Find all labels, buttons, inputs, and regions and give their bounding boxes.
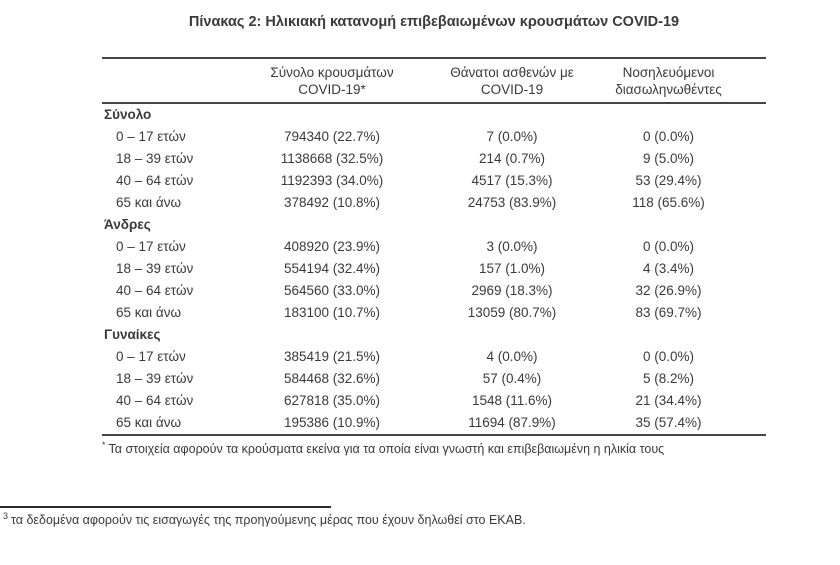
cases-cell: 1138668 (32.5%)	[280, 151, 384, 166]
header-total-cases: Σύνολο κρουσμάτων COVID-19*	[247, 57, 417, 104]
section-header-row: Σύνολο	[102, 103, 766, 126]
intubated-cell: 83 (69.7%)	[635, 305, 702, 320]
page-footnote-text: τα δεδομένα αφορούν τις εισαγωγές της πρ…	[11, 513, 526, 528]
intubated-cell: 0 (0.0%)	[642, 349, 695, 364]
table-footnote-text: Τα στοιχεία αφορούν τα κρούσματα εκείνα …	[108, 442, 665, 457]
intubated-cell: 5 (8.2%)	[642, 371, 695, 386]
intubated-cell: 0 (0.0%)	[642, 129, 695, 144]
intubated-cell: 0 (0.0%)	[642, 239, 695, 254]
table-row: 40 – 64 ετών 627818 (35.0%) 1548 (11.6%) 21…	[102, 390, 766, 412]
section-name: Σύνολο	[104, 107, 152, 122]
footnote-asterisk-marker: *	[102, 440, 106, 450]
age-cell: 65 και άνω	[102, 412, 247, 436]
deaths-cell: 157 (1.0%)	[478, 261, 546, 276]
age-cell: 0 – 17 ετών	[116, 239, 186, 254]
age-cell: 40 – 64 ετών	[116, 173, 194, 188]
age-cell: 18 – 39 ετών	[116, 371, 194, 386]
deaths-cell: 3 (0.0%)	[486, 239, 538, 254]
deaths-cell: 4517 (15.3%)	[471, 173, 553, 188]
section-header-row: Γυναίκες	[102, 324, 766, 346]
cases-cell: 385419 (21.5%)	[283, 349, 381, 364]
age-cell: 0 – 17 ετών	[116, 349, 186, 364]
section-name: Γυναίκες	[104, 327, 161, 342]
table-row: 0 – 17 ετών 385419 (21.5%) 4 (0.0%) 0 (0.0%…	[102, 346, 766, 368]
intubated-cell: 21 (34.4%)	[635, 393, 702, 408]
table-row: 40 – 64 ετών 1192393 (34.0%) 4517 (15.3%) 5…	[102, 170, 766, 192]
cases-cell: 195386 (10.9%)	[247, 412, 417, 436]
deaths-cell: 214 (0.7%)	[478, 151, 546, 166]
section-name: Άνδρες	[104, 217, 151, 232]
table-title: Πίνακας 2: Ηλικιακή κατανομή επιβεβαιωμέ…	[188, 14, 680, 30]
page-footnote: 3 τα δεδομένα αφορούν τις εισαγωγές της π…	[3, 511, 703, 527]
deaths-cell: 13059 (80.7%)	[467, 305, 557, 320]
age-cell: 40 – 64 ετών	[116, 283, 194, 298]
header-deaths: Θάνατοι ασθενών με COVID-19	[417, 57, 607, 104]
age-cell: 65 και άνω	[116, 195, 182, 210]
table-row: 18 – 39 ετών 584468 (32.6%) 57 (0.4%) 5 (8.…	[102, 368, 766, 390]
table-row: 65 και άνω 378492 (10.8%) 24753 (83.9%) 118…	[102, 192, 766, 214]
cases-cell: 1192393 (34.0%)	[280, 173, 384, 188]
table-header: Σύνολο κρουσμάτων COVID-19* Θάνατοι ασθε…	[102, 57, 766, 104]
intubated-cell: 118 (65.6%)	[632, 195, 705, 210]
deaths-cell: 11694 (87.9%)	[417, 412, 607, 436]
age-cell: 0 – 17 ετών	[116, 129, 186, 144]
table-row: 40 – 64 ετών 564560 (33.0%) 2969 (18.3%) 32…	[102, 280, 766, 302]
deaths-cell: 7 (0.0%)	[486, 129, 538, 144]
deaths-cell: 24753 (83.9%)	[467, 195, 557, 210]
covid-age-table-wrap: Σύνολο κρουσμάτων COVID-19* Θάνατοι ασθε…	[102, 57, 766, 436]
cases-cell: 378492 (10.8%)	[283, 195, 381, 210]
cases-cell: 554194 (32.4%)	[283, 261, 381, 276]
age-cell: 40 – 64 ετών	[116, 393, 194, 408]
table-footnote: * Τα στοιχεία αφορούν τα κρούσματα εκείνα…	[102, 440, 782, 456]
deaths-cell: 57 (0.4%)	[482, 371, 542, 386]
age-cell: 65 και άνω	[116, 305, 182, 320]
cases-cell: 183100 (10.7%)	[283, 305, 381, 320]
table-row: 18 – 39 ετών 554194 (32.4%) 157 (1.0%) 4 (3…	[102, 258, 766, 280]
header-row: Σύνολο κρουσμάτων COVID-19* Θάνατοι ασθε…	[102, 57, 766, 104]
cases-cell: 408920 (23.9%)	[283, 239, 381, 254]
footnote-separator-line	[0, 506, 331, 508]
deaths-cell: 4 (0.0%)	[486, 349, 538, 364]
table-row: 18 – 39 ετών 1138668 (32.5%) 214 (0.7%) 9 (…	[102, 148, 766, 170]
intubated-cell: 9 (5.0%)	[642, 151, 695, 166]
table-row: 65 και άνω 195386 (10.9%) 11694 (87.9%) 35 …	[102, 412, 766, 436]
intubated-cell: 4 (3.4%)	[642, 261, 695, 276]
age-cell: 18 – 39 ετών	[116, 151, 194, 166]
covid-age-table: Σύνολο κρουσμάτων COVID-19* Θάνατοι ασθε…	[102, 57, 766, 436]
cases-cell: 794340 (22.7%)	[283, 129, 381, 144]
cases-cell: 627818 (35.0%)	[283, 393, 381, 408]
table-row: 65 και άνω 183100 (10.7%) 13059 (80.7%) 83 …	[102, 302, 766, 324]
deaths-cell: 2969 (18.3%)	[471, 283, 553, 298]
table-row: 0 – 17 ετών 408920 (23.9%) 3 (0.0%) 0 (0.0%…	[102, 236, 766, 258]
cases-cell: 564560 (33.0%)	[283, 283, 381, 298]
deaths-cell: 1548 (11.6%)	[471, 393, 553, 408]
cases-cell: 584468 (32.6%)	[283, 371, 381, 386]
footnote-number-marker: 3	[3, 511, 9, 521]
table-row: 0 – 17 ετών 794340 (22.7%) 7 (0.0%) 0 (0.0%…	[102, 126, 766, 148]
table-body: Σύνολο 0 – 17 ετών 794340 (22.7%) 7 (0.0%) 0…	[102, 103, 766, 436]
age-cell: 18 – 39 ετών	[116, 261, 194, 276]
intubated-cell: 53 (29.4%)	[635, 173, 702, 188]
intubated-cell: 35 (57.4%)	[607, 412, 766, 436]
section-header-row: Άνδρες	[102, 214, 766, 236]
header-intubated: Νοσηλευόμενοι διασωληνωθέντες	[607, 57, 766, 104]
header-empty	[102, 57, 247, 104]
intubated-cell: 32 (26.9%)	[635, 283, 702, 298]
